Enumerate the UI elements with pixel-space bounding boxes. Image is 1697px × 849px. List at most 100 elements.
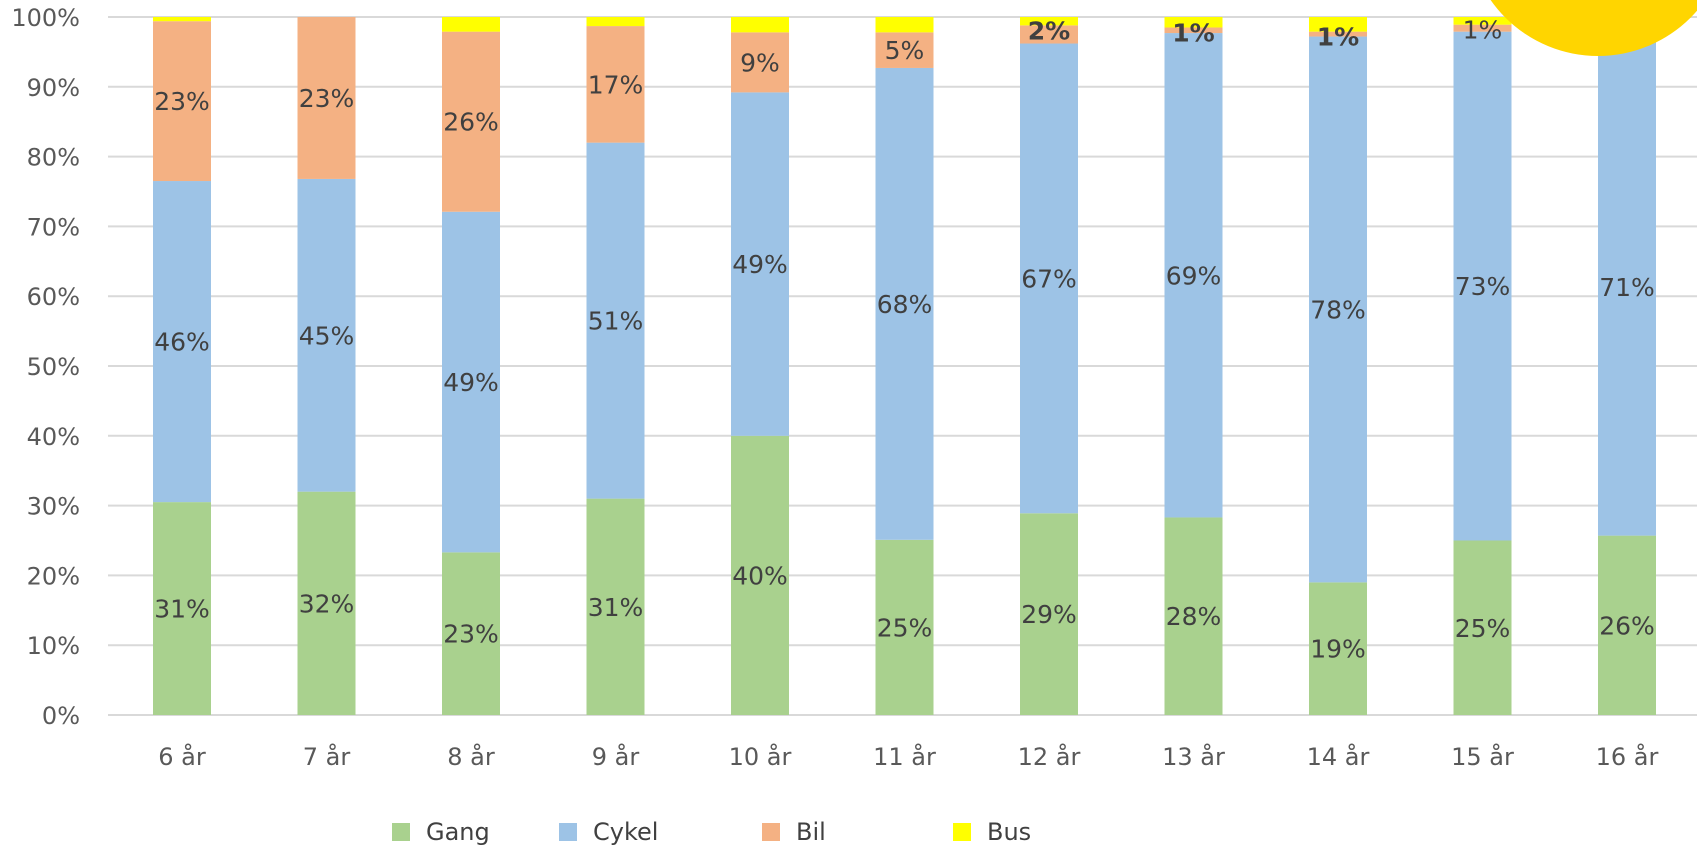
data-label: 25% xyxy=(1455,614,1511,643)
data-label: 26% xyxy=(1599,611,1655,640)
legend-swatch xyxy=(762,823,780,841)
legend-item-bil: Bil xyxy=(762,815,826,849)
bar-segment-cykel xyxy=(442,211,500,553)
y-tick-label: 60% xyxy=(27,283,80,311)
legend-item-cykel: Cykel xyxy=(559,815,658,849)
bar-segment-bus xyxy=(1164,17,1223,28)
legend-item-bus: Bus xyxy=(953,815,1031,849)
data-label: 17% xyxy=(588,70,644,99)
data-label: 1% xyxy=(1317,23,1359,52)
y-tick-label: 40% xyxy=(27,423,80,451)
data-label: 1% xyxy=(1463,16,1503,45)
y-tick-label: 80% xyxy=(27,144,80,172)
bar-segment-bil xyxy=(1453,24,1512,32)
bar-segment-bus xyxy=(442,17,500,32)
bar-segment-bil xyxy=(586,26,645,143)
bar-segment-gang xyxy=(153,502,211,715)
y-tick-label: 10% xyxy=(27,632,80,660)
legend-label: Bil xyxy=(796,818,826,846)
y-tick-label: 70% xyxy=(27,213,80,241)
data-label: 26% xyxy=(443,108,499,137)
data-label: 78% xyxy=(1310,295,1366,324)
bar-segment-cykel xyxy=(1453,31,1512,541)
x-tick-label: 6 år xyxy=(158,742,206,771)
legend-item-gang: Gang xyxy=(392,815,490,849)
bar-segment-gang xyxy=(1309,582,1367,715)
data-label: 19% xyxy=(1310,635,1366,664)
bar-segment-cykel xyxy=(586,142,645,499)
data-label: 29% xyxy=(1021,600,1077,629)
x-tick-label: 13 år xyxy=(1162,742,1225,771)
data-label: 23% xyxy=(443,620,499,649)
x-axis-ticks: 6 år 7 år 8 år 9 år 10 år 11 år 12 år 13 år 14 å… xyxy=(158,742,1658,771)
bar-segment-cykel xyxy=(731,92,789,436)
bar-segment-bus xyxy=(1309,17,1367,32)
data-label: 31% xyxy=(154,595,210,624)
y-tick-label: 20% xyxy=(27,562,80,590)
x-tick-label: 9 år xyxy=(592,742,640,771)
data-label: 51% xyxy=(588,307,644,336)
data-label: 71% xyxy=(1599,273,1655,302)
data-label: 9% xyxy=(740,48,780,77)
data-label: 40% xyxy=(732,561,788,590)
legend-label: Gang xyxy=(426,818,490,846)
bar-segment-gang xyxy=(731,435,789,715)
y-axis-ticks: 0% 10% 20% 30% 40% 50% 60% 70% 80% 90% 100% xyxy=(11,4,80,730)
bar-segment-bus xyxy=(586,17,645,27)
data-label: 1% xyxy=(1172,18,1214,47)
data-label: 49% xyxy=(443,368,499,397)
bar-segment-bil xyxy=(731,32,789,93)
bar-segment-bus xyxy=(731,17,789,33)
data-label: 46% xyxy=(154,328,210,357)
x-tick-label: 10 år xyxy=(729,742,792,771)
legend-label: Bus xyxy=(987,818,1032,846)
bar-segment-gang xyxy=(586,498,645,715)
x-tick-label: 14 år xyxy=(1307,742,1370,771)
bar-segment-gang xyxy=(1164,517,1223,715)
x-tick-label: 8 år xyxy=(447,742,495,771)
data-label: 5% xyxy=(885,36,925,65)
bar-segment-bus xyxy=(875,17,934,33)
y-tick-label: 50% xyxy=(27,353,80,381)
y-tick-label: 90% xyxy=(27,74,80,102)
data-label: 23% xyxy=(154,87,210,116)
legend-swatch xyxy=(559,823,577,841)
bar-segment-cykel xyxy=(1020,43,1078,514)
data-label: 2% xyxy=(1028,16,1070,45)
legend-swatch xyxy=(953,823,971,841)
bar-segment-cykel xyxy=(1164,33,1223,518)
data-label: 28% xyxy=(1166,602,1222,631)
stacked-bar-chart: 0% 10% 20% 30% 40% 50% 60% 70% 80% 90% 100% 31% 46%… xyxy=(11,0,1697,771)
bar-segment-gang xyxy=(297,491,356,715)
bar-segment-bus xyxy=(1453,17,1512,25)
y-tick-label: 100% xyxy=(11,4,80,32)
data-label: 23% xyxy=(299,84,355,113)
data-label: 31% xyxy=(588,593,644,622)
bar-segment-gang xyxy=(875,539,934,715)
bar-segment-bil xyxy=(1309,31,1367,37)
x-tick-label: 16 år xyxy=(1596,742,1659,771)
legend-swatch xyxy=(392,823,410,841)
data-label: 45% xyxy=(299,321,355,350)
bar-segment-bil xyxy=(153,21,211,182)
bar-segment-gang xyxy=(442,552,500,715)
x-tick-label: 7 år xyxy=(303,742,351,771)
bar-segment-bil xyxy=(875,32,934,68)
bar-segment-gang xyxy=(1020,513,1078,715)
bar-segment-cykel xyxy=(153,181,211,503)
data-label: 49% xyxy=(732,250,788,279)
bar-segment-cykel xyxy=(875,67,934,540)
bar-segment-gang xyxy=(1598,535,1656,715)
x-tick-label: 15 år xyxy=(1451,742,1514,771)
bar-segment-bil xyxy=(297,17,356,179)
sun-shape xyxy=(1490,0,1697,56)
bar-segment-gang xyxy=(1453,540,1512,715)
data-label: 68% xyxy=(877,290,933,319)
data-label: 32% xyxy=(299,589,355,618)
bar-segment-cykel xyxy=(1309,36,1367,583)
x-tick-label: 12 år xyxy=(1018,742,1081,771)
bar-segment-bus xyxy=(1020,17,1078,26)
bar-segment-bus xyxy=(153,17,211,22)
bar-segment-cykel xyxy=(297,178,356,492)
legend: Gang Cykel Bil Bus xyxy=(0,815,1697,849)
